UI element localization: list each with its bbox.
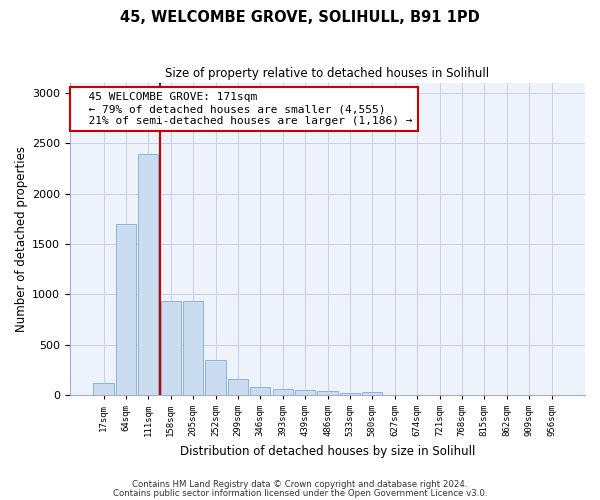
Title: Size of property relative to detached houses in Solihull: Size of property relative to detached ho… [166, 68, 490, 80]
Bar [205, 360, 226, 395]
Bar [317, 392, 338, 395]
Bar [138, 154, 158, 395]
Bar [295, 390, 315, 395]
Text: Contains public sector information licensed under the Open Government Licence v3: Contains public sector information licen… [113, 488, 487, 498]
Bar [228, 380, 248, 395]
Bar [161, 302, 181, 395]
Bar [362, 392, 382, 395]
Y-axis label: Number of detached properties: Number of detached properties [15, 146, 28, 332]
Text: Contains HM Land Registry data © Crown copyright and database right 2024.: Contains HM Land Registry data © Crown c… [132, 480, 468, 489]
Bar [183, 302, 203, 395]
Bar [250, 387, 271, 395]
Text: 45, WELCOMBE GROVE, SOLIHULL, B91 1PD: 45, WELCOMBE GROVE, SOLIHULL, B91 1PD [120, 10, 480, 25]
Bar [116, 224, 136, 395]
Bar [340, 393, 360, 395]
X-axis label: Distribution of detached houses by size in Solihull: Distribution of detached houses by size … [180, 444, 475, 458]
Bar [94, 383, 113, 395]
Bar [272, 389, 293, 395]
Text: 45 WELCOMBE GROVE: 171sqm
  ← 79% of detached houses are smaller (4,555)
  21% o: 45 WELCOMBE GROVE: 171sqm ← 79% of detac… [75, 92, 413, 126]
